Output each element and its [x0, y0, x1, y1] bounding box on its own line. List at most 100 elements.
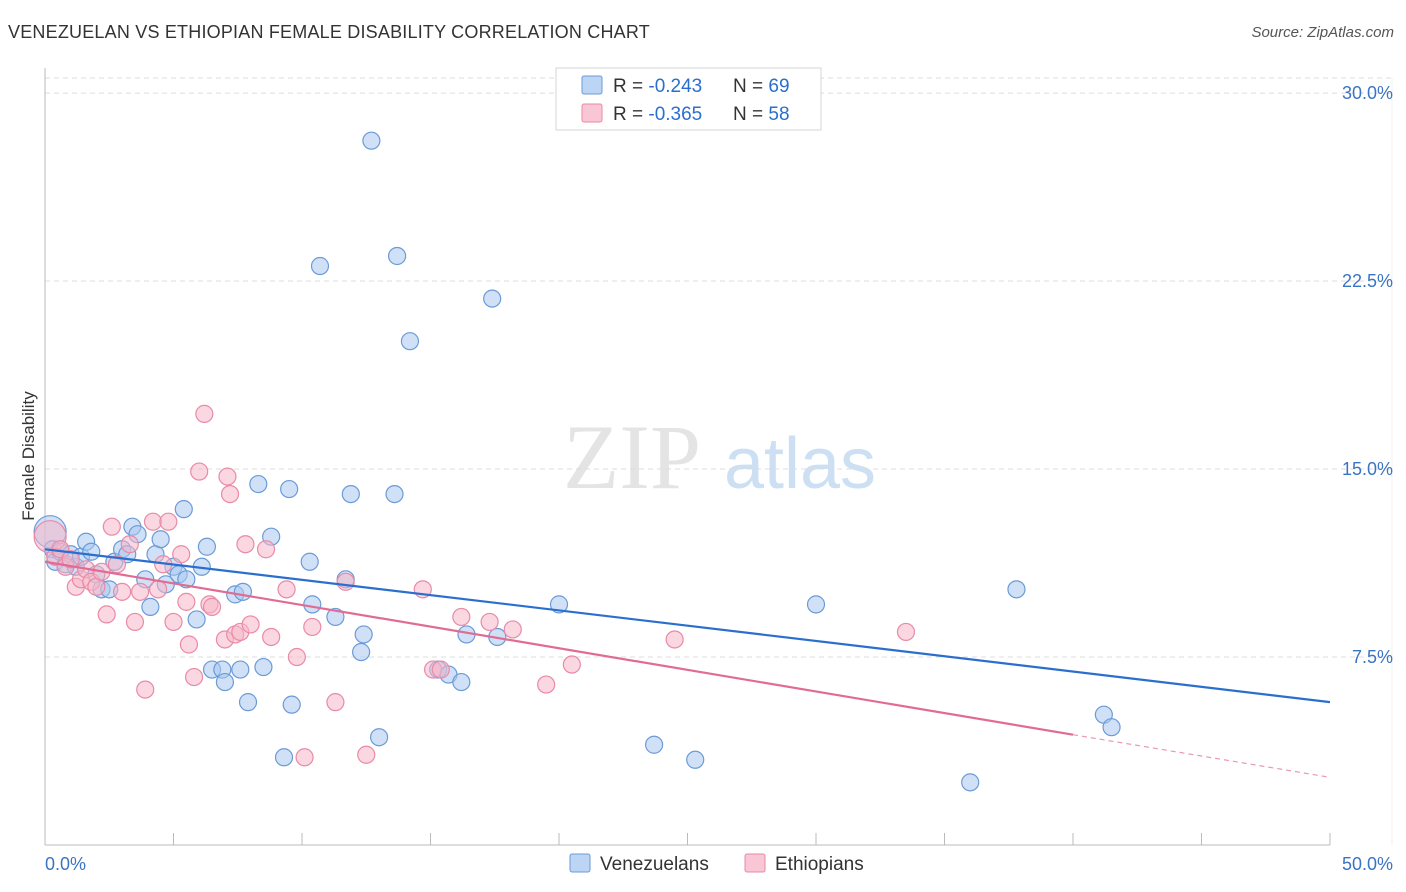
- data-point-ethiopian: [102, 517, 121, 536]
- y-tick-label: 30.0%: [1342, 83, 1393, 103]
- data-point-ethiopian: [256, 540, 276, 559]
- stat-r-value: -0.243: [648, 76, 702, 97]
- data-point-ethiopian: [172, 545, 191, 564]
- y-axis-label: Female Disability: [19, 391, 38, 521]
- data-point-ethiopian: [218, 467, 237, 486]
- stat-n-label: N =: [733, 104, 768, 125]
- data-point-ethiopian: [326, 693, 345, 712]
- data-point-venezuelan: [686, 750, 705, 769]
- data-point-venezuelan: [249, 474, 268, 494]
- data-point-venezuelan: [354, 625, 373, 644]
- data-point-ethiopian: [665, 630, 684, 649]
- data-point-ethiopian: [179, 635, 199, 654]
- data-point-ethiopian: [61, 550, 80, 569]
- data-point-venezuelan: [174, 500, 193, 519]
- data-point-venezuelan: [362, 131, 381, 150]
- stat-r-value: -0.365: [648, 104, 702, 125]
- svg-text:R = -0.243: R = -0.243: [613, 76, 702, 97]
- stat-n-value: 69: [768, 76, 789, 97]
- series-ethiopians: [33, 404, 916, 767]
- data-point-venezuelan: [483, 289, 502, 308]
- data-point-ethiopian: [125, 612, 145, 632]
- data-point-ethiopian: [97, 605, 116, 624]
- data-point-venezuelan: [303, 595, 322, 614]
- data-point-venezuelan: [1007, 580, 1026, 599]
- data-point-ethiopian: [159, 512, 178, 531]
- stat-r-label: R =: [613, 104, 648, 125]
- data-point-ethiopian: [136, 680, 155, 699]
- data-point-venezuelan: [387, 246, 407, 266]
- data-point-ethiopian: [87, 577, 106, 596]
- data-point-ethiopian: [303, 617, 322, 637]
- data-point-venezuelan: [254, 657, 273, 677]
- legend-swatch-ethiopians: [744, 853, 766, 873]
- data-point-ethiopian: [431, 660, 450, 679]
- data-point-ethiopian: [120, 535, 139, 554]
- data-point-venezuelan: [151, 530, 170, 549]
- data-point-venezuelan: [282, 695, 301, 714]
- trend-line-venezuelans: [44, 548, 1331, 704]
- x-tick-labels: 0.0% 50.0%: [45, 854, 1393, 874]
- chart-title: VENEZUELAN VS ETHIOPIAN FEMALE DISABILIT…: [8, 22, 650, 42]
- watermark-atlas: atlas: [724, 424, 876, 504]
- data-point-venezuelan: [1102, 718, 1121, 737]
- x-tick-label: 0.0%: [45, 854, 86, 874]
- data-point-ethiopian: [562, 655, 581, 674]
- data-point-venezuelan: [300, 552, 319, 571]
- data-point-venezuelan: [177, 570, 196, 589]
- series-legend: Venezuelans Ethiopians: [569, 853, 864, 875]
- legend-label-venezuelans: Venezuelans: [600, 854, 709, 875]
- data-point-ethiopian: [241, 615, 260, 634]
- data-point-venezuelan: [370, 728, 389, 747]
- y-tick-labels: 7.5% 15.0% 22.5% 30.0%: [1342, 83, 1393, 667]
- x-tick-label: 50.0%: [1342, 854, 1393, 874]
- data-point-ethiopian: [896, 622, 916, 642]
- data-point-ethiopian: [262, 627, 281, 647]
- legend-swatch-venezuelans: [569, 853, 591, 873]
- data-point-ethiopian: [190, 462, 209, 481]
- trend-lines: [44, 548, 1331, 778]
- svg-text:N = 69: N = 69: [733, 76, 790, 97]
- data-point-ethiopian: [220, 484, 240, 504]
- data-point-ethiopian: [287, 647, 306, 667]
- legend-swatch-pink: [581, 103, 603, 123]
- data-point-venezuelan: [326, 607, 345, 627]
- data-point-ethiopian: [164, 612, 183, 632]
- data-point-ethiopian: [480, 612, 499, 632]
- y-tick-label: 22.5%: [1342, 271, 1393, 291]
- legend-swatch-blue: [581, 75, 603, 95]
- data-point-venezuelan: [549, 595, 569, 614]
- svg-text:N = 58: N = 58: [733, 104, 790, 125]
- data-point-ethiopian: [148, 580, 168, 599]
- data-point-venezuelan: [231, 660, 250, 679]
- data-point-ethiopian: [195, 404, 214, 423]
- data-point-venezuelan: [644, 735, 664, 754]
- source-label: Source: ZipAtlas.com: [1251, 24, 1394, 41]
- axes: [44, 68, 1393, 846]
- data-point-venezuelan: [280, 479, 299, 499]
- data-point-venezuelan: [341, 484, 360, 504]
- data-point-venezuelan: [310, 256, 330, 276]
- data-point-venezuelan: [452, 672, 471, 692]
- data-point-ethiopian: [295, 748, 314, 767]
- data-point-venezuelan: [233, 582, 252, 601]
- data-point-ethiopian: [130, 582, 150, 601]
- svg-text:R = -0.365: R = -0.365: [613, 104, 702, 125]
- stat-r-label: R =: [613, 76, 648, 97]
- stat-n-label: N =: [733, 76, 768, 97]
- data-point-ethiopian: [143, 512, 163, 531]
- data-point-ethiopian: [503, 620, 522, 639]
- data-point-venezuelan: [141, 597, 160, 616]
- data-point-venezuelan: [82, 542, 101, 561]
- data-point-venezuelan: [400, 332, 420, 351]
- data-point-ethiopian: [177, 592, 196, 611]
- data-point-ethiopian: [452, 607, 471, 627]
- data-point-venezuelan: [961, 773, 980, 792]
- stats-legend: R = -0.243 N = 69 R = -0.365 N = 58: [555, 67, 822, 131]
- data-point-ethiopian: [184, 667, 204, 687]
- y-tick-label: 7.5%: [1352, 647, 1393, 667]
- data-point-ethiopian: [112, 582, 132, 601]
- data-point-venezuelan: [238, 693, 258, 712]
- stat-n-value: 58: [768, 104, 789, 125]
